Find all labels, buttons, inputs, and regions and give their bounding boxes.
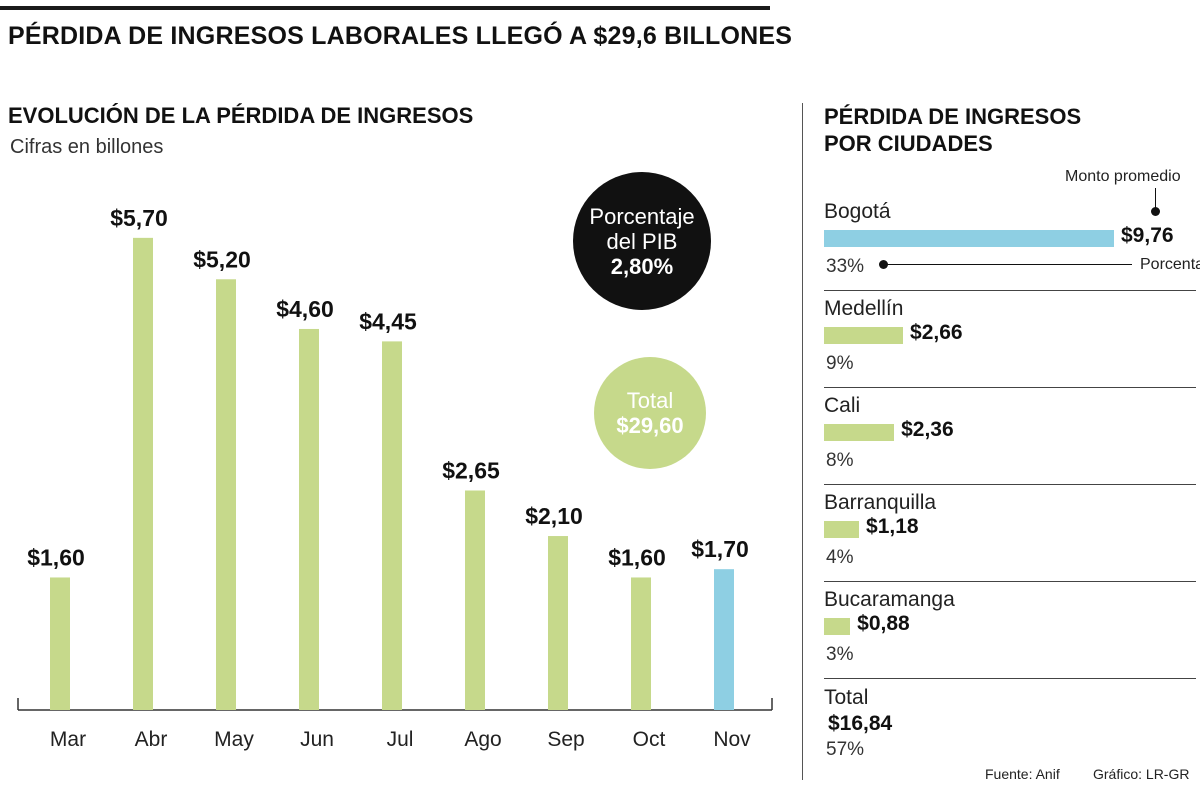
city-bar	[824, 327, 904, 344]
city-pct: 9%	[826, 353, 854, 374]
city-name: Barranquilla	[824, 491, 937, 514]
page-title: PÉRDIDA DE INGRESOS LABORALES LLEGÓ A $2…	[8, 22, 793, 50]
total-circle-label: Total	[626, 388, 674, 413]
x-tick-label: Jun	[300, 728, 334, 751]
bar-jul	[382, 341, 402, 710]
footer-credit: Gráfico: LR-GR	[1093, 766, 1190, 782]
cities-total-value: $16,84	[828, 712, 893, 735]
gdp-percentage-circle: Porcentaje del PIB 2,80%	[573, 172, 711, 310]
bar-sep	[548, 536, 568, 710]
cities-total-label: Total	[824, 686, 869, 709]
top-rule	[0, 6, 770, 10]
city-value: $9,76	[1121, 224, 1174, 247]
chart-title: EVOLUCIÓN DE LA PÉRDIDA DE INGRESOS	[8, 103, 474, 128]
bar-value-label: $2,65	[442, 457, 500, 483]
bar-abr	[133, 237, 153, 710]
city-separator	[824, 484, 1196, 485]
city-pct: 8%	[826, 450, 854, 471]
section-divider	[802, 103, 803, 780]
bar-value-label: $1,60	[27, 544, 85, 570]
city-pct: 4%	[826, 547, 854, 568]
bar-ago	[465, 490, 485, 710]
cities-title: PÉRDIDA DE INGRESOS POR CIUDADES	[824, 103, 1081, 157]
pct-annotation: Porcentaje	[1140, 256, 1200, 273]
bar-value-label: $1,70	[691, 536, 749, 562]
x-tick-label: May	[214, 728, 254, 751]
x-tick-label: Sep	[547, 728, 584, 751]
city-separator	[824, 290, 1196, 291]
city-separator	[824, 387, 1196, 388]
gdp-circle-line1: Porcentaje	[589, 203, 695, 229]
amount-leader-dot	[1151, 207, 1160, 216]
city-value: $1,18	[866, 515, 919, 538]
city-row: Bucaramanga $0,88 3%	[824, 588, 1196, 673]
bar-oct	[631, 577, 651, 710]
bar-mar	[50, 577, 70, 710]
gdp-circle-line2: del PIB	[606, 228, 678, 254]
bar-may	[216, 279, 236, 710]
cities-total-pct: 57%	[826, 739, 865, 760]
city-name: Bogotá	[824, 200, 891, 223]
city-bar	[824, 230, 1114, 247]
city-bar	[824, 618, 851, 635]
city-value: $2,66	[910, 321, 963, 344]
pct-leader-dot	[879, 260, 888, 269]
city-value: $2,36	[901, 418, 954, 441]
total-circle: Total $29,60	[594, 357, 706, 469]
city-separator	[824, 581, 1196, 582]
pct-leader-line	[884, 264, 1132, 265]
city-separator	[824, 678, 1196, 679]
monthly-loss-bar-chart: $1,60 Mar $5,70 Abr $5,20 May $4,60 Jun $4,45 Jul…	[17, 205, 773, 751]
city-bar	[824, 521, 860, 538]
cities-title-line2: POR CIUDADES	[824, 131, 993, 156]
city-name: Cali	[824, 394, 861, 417]
bar-value-label: $5,20	[193, 246, 251, 272]
bar-value-label: $5,70	[110, 205, 168, 231]
x-tick-label: Oct	[633, 728, 666, 751]
city-row: Cali $2,36 8%	[824, 394, 1196, 479]
bar-jun	[299, 328, 319, 710]
bar-nov	[714, 569, 734, 710]
x-tick-label: Jul	[387, 728, 414, 751]
amount-annotation: Monto promedio	[1065, 168, 1181, 185]
bar-value-label: $1,60	[608, 544, 666, 570]
x-tick-label: Ago	[464, 728, 501, 751]
x-tick-label: Nov	[713, 728, 751, 751]
gdp-circle-value: 2,80%	[610, 253, 674, 279]
footer-source: Fuente: Anif	[985, 766, 1060, 782]
total-circle-value: $29,60	[616, 413, 684, 438]
city-row: Medellín $2,66 9%	[824, 297, 1196, 382]
bar-value-label: $4,45	[359, 308, 417, 334]
chart-subtitle: Cifras en billones	[10, 136, 164, 158]
x-tick-label: Abr	[135, 728, 168, 751]
bar-value-label: $4,60	[276, 296, 334, 322]
city-name: Bucaramanga	[824, 588, 955, 611]
x-tick-label: Mar	[50, 728, 86, 751]
city-row: Bogotá $9,76 33%	[824, 200, 1196, 285]
city-value: $0,88	[857, 612, 910, 635]
city-row: Barranquilla $1,18 4%	[824, 491, 1196, 576]
city-bar	[824, 424, 895, 441]
cities-title-line1: PÉRDIDA DE INGRESOS	[824, 104, 1082, 129]
city-pct: 33%	[826, 256, 865, 277]
city-pct: 3%	[826, 644, 854, 665]
bar-value-label: $2,10	[525, 503, 583, 529]
amount-leader-line	[1155, 188, 1156, 210]
city-name: Medellín	[824, 297, 904, 320]
